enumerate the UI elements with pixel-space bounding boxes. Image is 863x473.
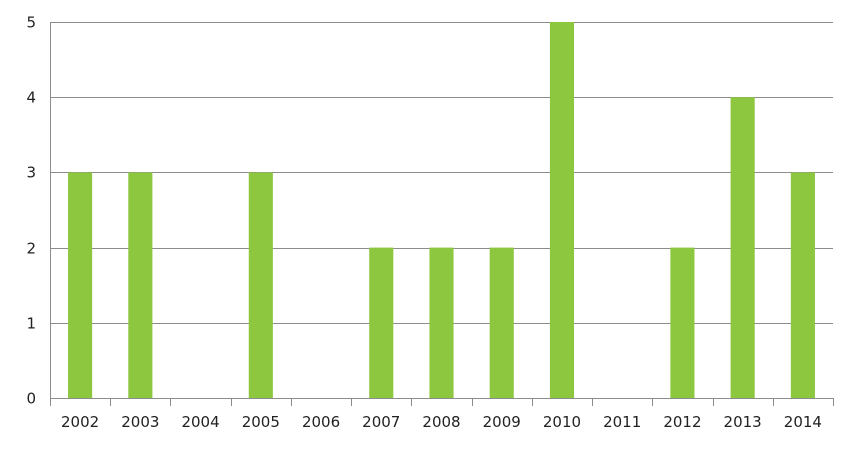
y-tick-label-2: 2 [26,240,36,258]
bar-2005 [248,172,273,398]
x-tick-label-2009: 2009 [483,413,521,431]
y-tick-label-4: 4 [26,89,36,107]
bar-2012 [670,247,695,398]
x-tick-label-2010: 2010 [543,413,581,431]
bar-2007 [369,247,394,398]
x-tick-label-2006: 2006 [302,413,340,431]
axes [50,22,834,406]
y-tick-label-3: 3 [26,164,36,182]
x-tick-labels: 2002 2003 2004 2005 2006 2007 2008 2009 2010 2011… [61,413,822,431]
bar-2003 [128,172,153,398]
x-tick-label-2012: 2012 [663,413,701,431]
bar-2014 [790,172,815,398]
x-tick-label-2011: 2011 [603,413,641,431]
bar-2013 [730,97,755,398]
x-tick-label-2007: 2007 [362,413,400,431]
x-tick-label-2003: 2003 [121,413,159,431]
x-tick-label-2008: 2008 [422,413,460,431]
x-tick-label-2013: 2013 [724,413,762,431]
y-tick-label-5: 5 [26,14,36,32]
bar-2009 [489,247,514,398]
bar-2008 [429,247,454,398]
y-tick-label-0: 0 [26,390,36,408]
y-tick-labels: 0 1 2 3 4 5 [26,14,36,408]
x-tick-label-2002: 2002 [61,413,99,431]
x-tick-label-2014: 2014 [784,413,822,431]
bar-2002 [68,172,93,398]
y-tick-label-1: 1 [26,315,36,333]
x-tick-label-2004: 2004 [181,413,219,431]
bars [68,22,815,398]
x-tick-label-2005: 2005 [242,413,280,431]
bar-2010 [549,22,575,398]
grid-lines [50,22,833,324]
